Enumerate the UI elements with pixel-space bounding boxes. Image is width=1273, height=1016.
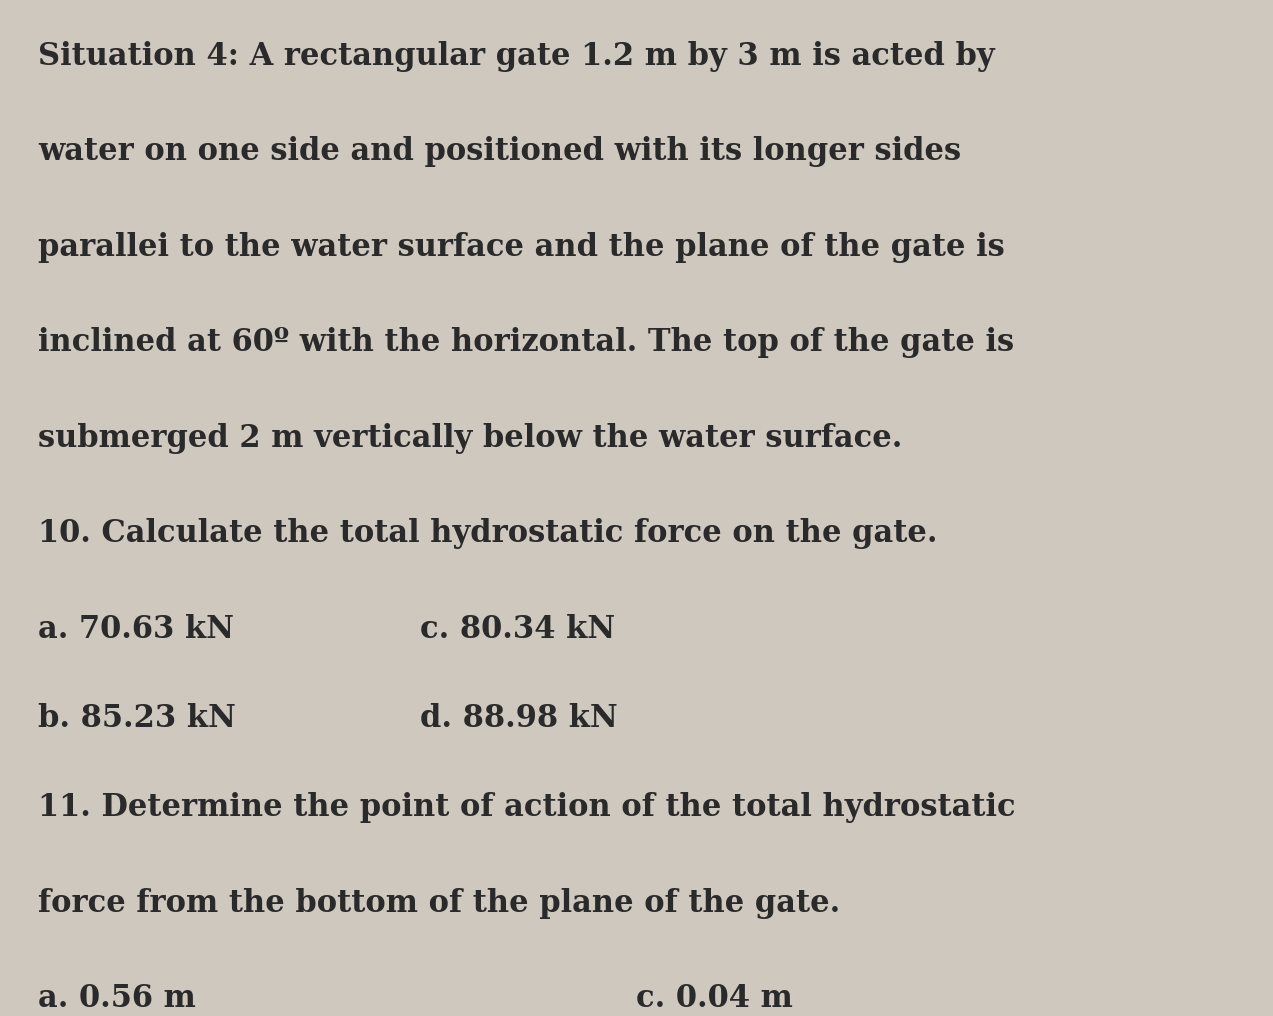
Text: force from the bottom of the plane of the gate.: force from the bottom of the plane of th…	[38, 888, 840, 919]
Text: Situation 4: A rectangular gate 1.2 m by 3 m is acted by: Situation 4: A rectangular gate 1.2 m by…	[38, 41, 994, 72]
Text: inclined at 60º with the horizontal. The top of the gate is: inclined at 60º with the horizontal. The…	[38, 327, 1015, 359]
Text: 10. Calculate the total hydrostatic force on the gate.: 10. Calculate the total hydrostatic forc…	[38, 518, 938, 550]
Text: parallei to the water surface and the plane of the gate is: parallei to the water surface and the pl…	[38, 232, 1004, 263]
Text: water on one side and positioned with its longer sides: water on one side and positioned with it…	[38, 136, 961, 168]
Text: c. 0.04 m: c. 0.04 m	[636, 983, 793, 1015]
Text: b. 85.23 kN: b. 85.23 kN	[38, 703, 236, 735]
Text: d. 88.98 kN: d. 88.98 kN	[420, 703, 617, 735]
Text: 11. Determine the point of action of the total hydrostatic: 11. Determine the point of action of the…	[38, 792, 1016, 824]
Text: submerged 2 m vertically below the water surface.: submerged 2 m vertically below the water…	[38, 423, 903, 454]
Text: a. 70.63 kN: a. 70.63 kN	[38, 614, 234, 645]
Text: a. 0.56 m: a. 0.56 m	[38, 983, 196, 1015]
Text: c. 80.34 kN: c. 80.34 kN	[420, 614, 615, 645]
